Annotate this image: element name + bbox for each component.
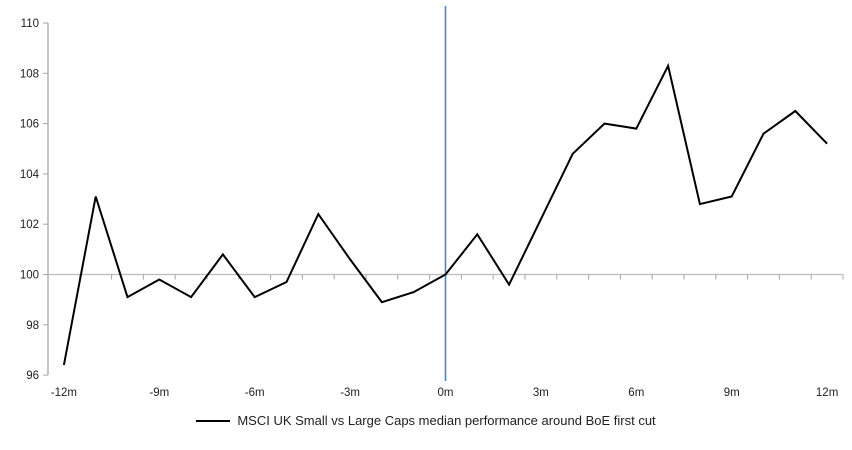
y-tick-label: 98 <box>26 320 39 332</box>
y-tick-label: 104 <box>20 169 40 181</box>
series-line <box>62 62 828 366</box>
y-tick-label: 108 <box>20 68 39 80</box>
y-tick-label: 106 <box>20 119 39 131</box>
x-tick-label: 0m <box>438 387 454 399</box>
x-tick-label: -9m <box>149 387 169 399</box>
legend-label: MSCI UK Small vs Large Caps median perfo… <box>237 413 656 428</box>
legend: MSCI UK Small vs Large Caps median perfo… <box>0 413 852 429</box>
x-tick-label: 9m <box>724 387 740 399</box>
x-tick-label: 6m <box>628 387 644 399</box>
y-tick-label: 110 <box>21 18 39 30</box>
x-tick-label: -6m <box>245 387 265 399</box>
x-tick-label: 12m <box>816 387 838 399</box>
x-tick-label: -12m <box>51 387 77 399</box>
y-tick-label: 96 <box>26 370 39 382</box>
y-tick-label: 102 <box>20 219 39 231</box>
x-tick-label: 3m <box>533 387 549 399</box>
y-tick-label: 100 <box>20 270 39 282</box>
x-tick-label: -3m <box>340 387 360 399</box>
legend-line-swatch <box>196 420 231 422</box>
